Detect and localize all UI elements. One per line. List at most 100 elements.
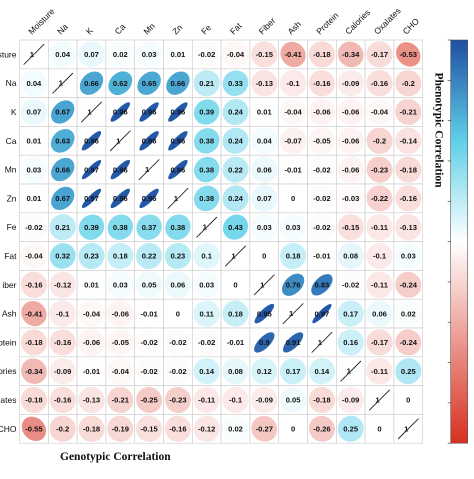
genotypic-value: -0.23 [169,396,186,405]
genotypic-ellipse [222,300,249,327]
phenotypic-ellipse [366,214,393,241]
phenotypic-value: -0.11 [371,281,389,290]
genotypic-value: 0.37 [142,223,157,232]
phenotypic-ellipse [79,71,104,95]
genotypic-ellipse [279,358,307,385]
phenotypic-ellipse [222,127,249,154]
phenotypic-value: -0.01 [284,165,302,174]
phenotypic-ellipse [139,131,159,151]
genotypic-ellipse [51,100,75,124]
genotypic-value: 0.67 [55,108,70,117]
phenotypic-value: -0.16 [313,79,330,88]
genotypic-ellipse [110,188,130,209]
genotypic-value: 0.01 [27,194,43,203]
genotypic-ellipse [308,386,335,414]
genotypic-value: 0.1 [201,252,212,261]
phenotypic-value: 0.66 [171,79,186,88]
phenotypic-ellipse [193,185,220,212]
genotypic-value: 0.01 [84,281,100,290]
genotypic-ellipse [49,243,76,269]
diagonal-line [340,360,362,382]
row-label: Ca [6,136,17,146]
diagonal-line [109,130,131,152]
genotypic-value: 0.97 [84,165,99,174]
phenotypic-ellipse [108,71,133,96]
phenotypic-ellipse [395,358,422,385]
genotypic-value: 0.03 [113,281,128,290]
phenotypic-value: 0.06 [372,309,387,318]
phenotypic-value: -0.07 [284,137,301,146]
genotypic-value: -0.55 [25,425,43,434]
genotypic-ellipse [279,386,307,414]
phenotypic-value: -0.04 [371,108,389,117]
diagonal-line [52,72,74,94]
phenotypic-ellipse [168,131,188,151]
phenotypic-ellipse [337,156,364,183]
phenotypic-ellipse [395,214,422,241]
genotypic-ellipse [164,271,192,298]
genotypic-value: -0.09 [256,396,273,405]
genotypic-ellipse [20,70,48,97]
diagonal-line [282,303,304,325]
phenotypic-value: 0.66 [84,79,99,88]
genotypic-value: -0.01 [140,309,158,318]
genotypic-value: 0.39 [84,223,99,232]
grid-cell [220,270,251,300]
phenotypic-value: 0.24 [228,108,244,117]
phenotypic-ellipse [251,214,278,241]
genotypic-ellipse [135,271,163,298]
phenotypic-ellipse [308,242,336,270]
genotypic-value: -0.12 [54,281,71,290]
genotypic-ellipse [107,242,134,270]
phenotypic-value: -0.17 [371,338,388,347]
genotypic-ellipse [222,386,249,414]
genotypic-value: 0.14 [199,367,215,376]
diagonal-label: 1 [375,396,380,405]
phenotypic-value: -0.34 [342,50,360,59]
phenotypic-ellipse [251,41,278,68]
genotypic-value: 0 [291,425,295,434]
phenotypic-value: -0.09 [342,79,359,88]
genotypic-value: 0.14 [315,367,331,376]
phenotypic-ellipse [366,127,393,154]
grid-cell [393,385,423,415]
genotypic-value: -0.01 [227,338,245,347]
phenotypic-value: -0.11 [371,223,389,232]
phenotypic-value: 0.02 [113,50,128,59]
phenotypic-value: 0.24 [228,194,244,203]
genotypic-ellipse [164,329,192,356]
diagonal-label: 1 [116,136,121,145]
phenotypic-value: -0.14 [400,137,418,146]
genotypic-ellipse [20,98,48,126]
phenotypic-ellipse [366,242,393,270]
genotypic-value: 0.91 [286,338,302,347]
diagonal-label: 1 [260,280,265,289]
genotypic-ellipse [49,358,76,385]
genotypic-title: Genotypic Correlation [60,451,171,463]
phenotypic-ellipse [135,41,163,68]
phenotypic-ellipse [222,185,249,212]
genotypic-ellipse [20,156,48,183]
row-label: Zn [7,193,17,203]
phenotypic-ellipse [366,271,393,298]
genotypic-ellipse [139,188,159,209]
phenotypic-value: 0.18 [286,252,301,261]
phenotypic-value: 0.03 [401,252,416,261]
diagonal-label: 1 [203,223,208,232]
phenotypic-ellipse [139,102,159,122]
phenotypic-value: -0.02 [313,223,330,232]
genotypic-value: 0.02 [228,425,243,434]
row-label: K [11,107,17,117]
phenotypic-ellipse [308,98,336,126]
phenotypic-value: -0.2 [402,79,415,88]
genotypic-value: -0.01 [83,367,101,376]
diagonal-line [311,331,333,353]
genotypic-ellipse [107,386,134,414]
column-label: Mn [141,21,157,37]
phenotypic-value: -0.02 [198,50,215,59]
phenotypic-value: -0.15 [256,50,274,59]
row-label: Ash [2,309,17,319]
phenotypic-value: -0.06 [342,108,359,117]
genotypic-value: -0.16 [54,338,71,347]
